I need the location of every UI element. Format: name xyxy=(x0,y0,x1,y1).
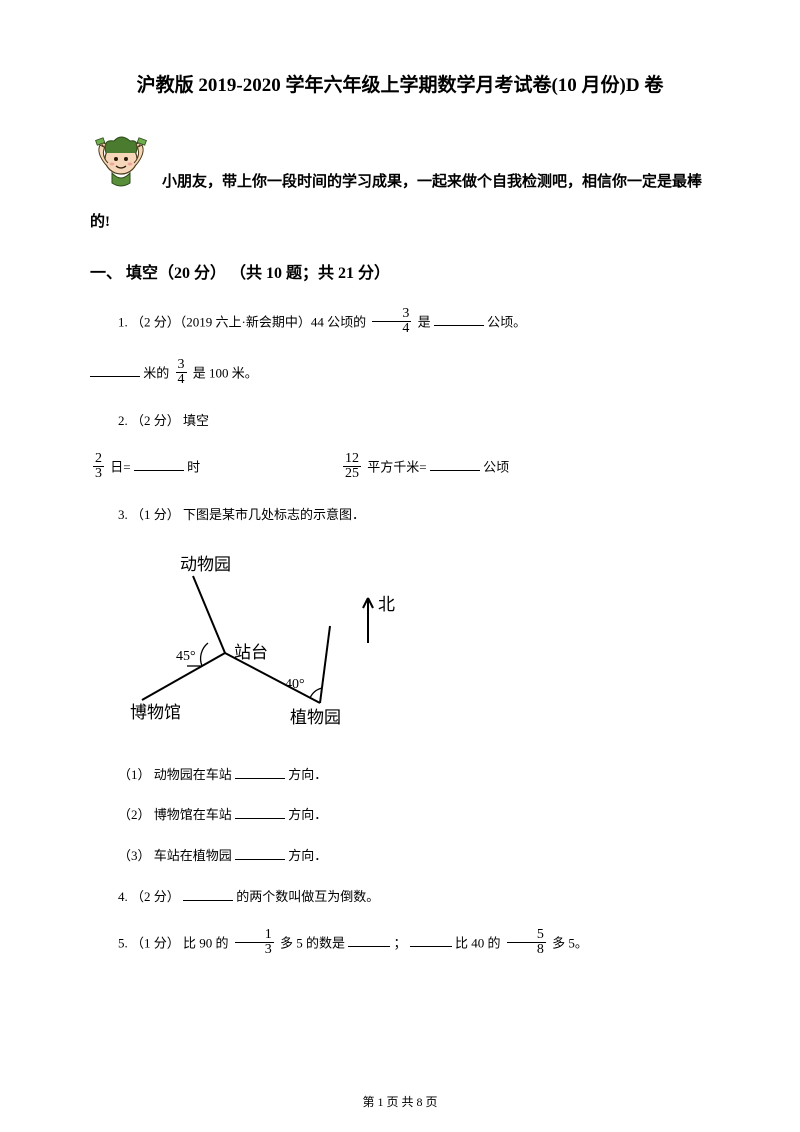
q5-d: 比 40 的 xyxy=(455,935,504,950)
q1-text-a: 1. （2 分）（2019 六上·新会期中）44 公顷的 xyxy=(118,314,369,329)
q1l2-text-a: 米的 xyxy=(143,365,172,380)
blank-input[interactable] xyxy=(134,457,184,471)
question-3-2: （2） 博物馆在车站 方向． xyxy=(90,805,710,826)
q5-b: 多 5 的数是 xyxy=(280,935,345,950)
q3-2-b: 方向． xyxy=(288,807,327,822)
blank-input[interactable] xyxy=(90,363,140,377)
q2-text-a: 日= xyxy=(110,459,130,474)
question-5: 5. （1 分） 比 90 的 13 多 5 的数是 ； 比 40 的 58 多… xyxy=(90,930,710,959)
fraction-icon: 58 xyxy=(507,928,546,957)
q1-text-c: 公顷。 xyxy=(487,314,526,329)
q2-text-d: 公顷 xyxy=(483,459,509,474)
q1-text-b: 是 xyxy=(418,314,431,329)
intro-text: 小朋友，带上你一段时间的学习成果，一起来做个自我检测吧，相信你一定是最棒 xyxy=(162,167,702,197)
diagram-label-zoo: 动物园 xyxy=(180,555,231,574)
question-3: 3. （1 分） 下图是某市几处标志的示意图． xyxy=(90,505,710,526)
diagram-label-north: 北 xyxy=(378,595,395,614)
intro-row: 小朋友，带上你一段时间的学习成果，一起来做个自我检测吧，相信你一定是最棒 xyxy=(90,125,710,197)
diagram-angle-1: 45° xyxy=(176,649,196,664)
q4-b: 的两个数叫做互为倒数。 xyxy=(236,889,379,904)
question-2: 2. （2 分） 填空 xyxy=(90,411,710,432)
section-heading-1: 一、 填空（20 分） （共 10 题；共 21 分） xyxy=(90,259,710,283)
question-4: 4. （2 分） 的两个数叫做互为倒数。 xyxy=(90,887,710,908)
fraction-icon: 34 xyxy=(176,358,187,387)
diagram-label-garden: 植物园 xyxy=(290,708,341,727)
page-footer: 第 1 页 共 8 页 xyxy=(0,1093,800,1110)
diagram-angle-2: 40° xyxy=(285,677,305,692)
blank-input[interactable] xyxy=(183,887,233,901)
q3-3-a: （3） 车站在植物园 xyxy=(118,848,232,863)
blank-input[interactable] xyxy=(430,457,480,471)
diagram-label-museum: 博物馆 xyxy=(130,703,181,722)
page-title: 沪教版 2019-2020 学年六年级上学期数学月考试卷(10 月份)D 卷 xyxy=(90,70,710,97)
q1l2-text-b: 是 100 米。 xyxy=(193,365,258,380)
fraction-icon: 23 xyxy=(93,452,104,481)
q2-text-b: 时 xyxy=(187,459,200,474)
fraction-icon: 1225 xyxy=(343,452,361,481)
question-1: 1. （2 分）（2019 六上·新会期中）44 公顷的 34 是 公顷。 xyxy=(90,309,710,338)
diagram: 动物园 站台 博物馆 植物园 北 45° 40° xyxy=(130,548,710,743)
q5-e: 多 5。 xyxy=(552,935,588,950)
fraction-icon: 13 xyxy=(235,928,274,957)
mascot-image xyxy=(90,125,152,197)
question-1-line2: 米的 34 是 100 米。 xyxy=(90,360,710,389)
q3-3-b: 方向． xyxy=(288,848,327,863)
blank-input[interactable] xyxy=(235,846,285,860)
question-3-1: （1） 动物园在车站 方向． xyxy=(90,765,710,786)
question-3-3: （3） 车站在植物园 方向． xyxy=(90,846,710,867)
q4-a: 4. （2 分） xyxy=(118,889,183,904)
q3-1-b: 方向． xyxy=(288,767,327,782)
blank-input[interactable] xyxy=(434,312,484,326)
q3-1-a: （1） 动物园在车站 xyxy=(118,767,232,782)
blank-input[interactable] xyxy=(235,765,285,779)
blank-input[interactable] xyxy=(235,805,285,819)
q5-a: 5. （1 分） 比 90 的 xyxy=(118,935,232,950)
q5-c: ； xyxy=(394,935,407,950)
q3-2-a: （2） 博物馆在车站 xyxy=(118,807,232,822)
question-2-row: 23 日= 时 1225 平方千米= 公顷 xyxy=(90,454,710,483)
intro-tail: 的! xyxy=(90,207,710,237)
q2-text-c: 平方千米= xyxy=(367,459,426,474)
fraction-icon: 34 xyxy=(372,307,411,336)
blank-input[interactable] xyxy=(410,933,452,947)
diagram-label-station: 站台 xyxy=(234,643,268,662)
blank-input[interactable] xyxy=(348,933,390,947)
